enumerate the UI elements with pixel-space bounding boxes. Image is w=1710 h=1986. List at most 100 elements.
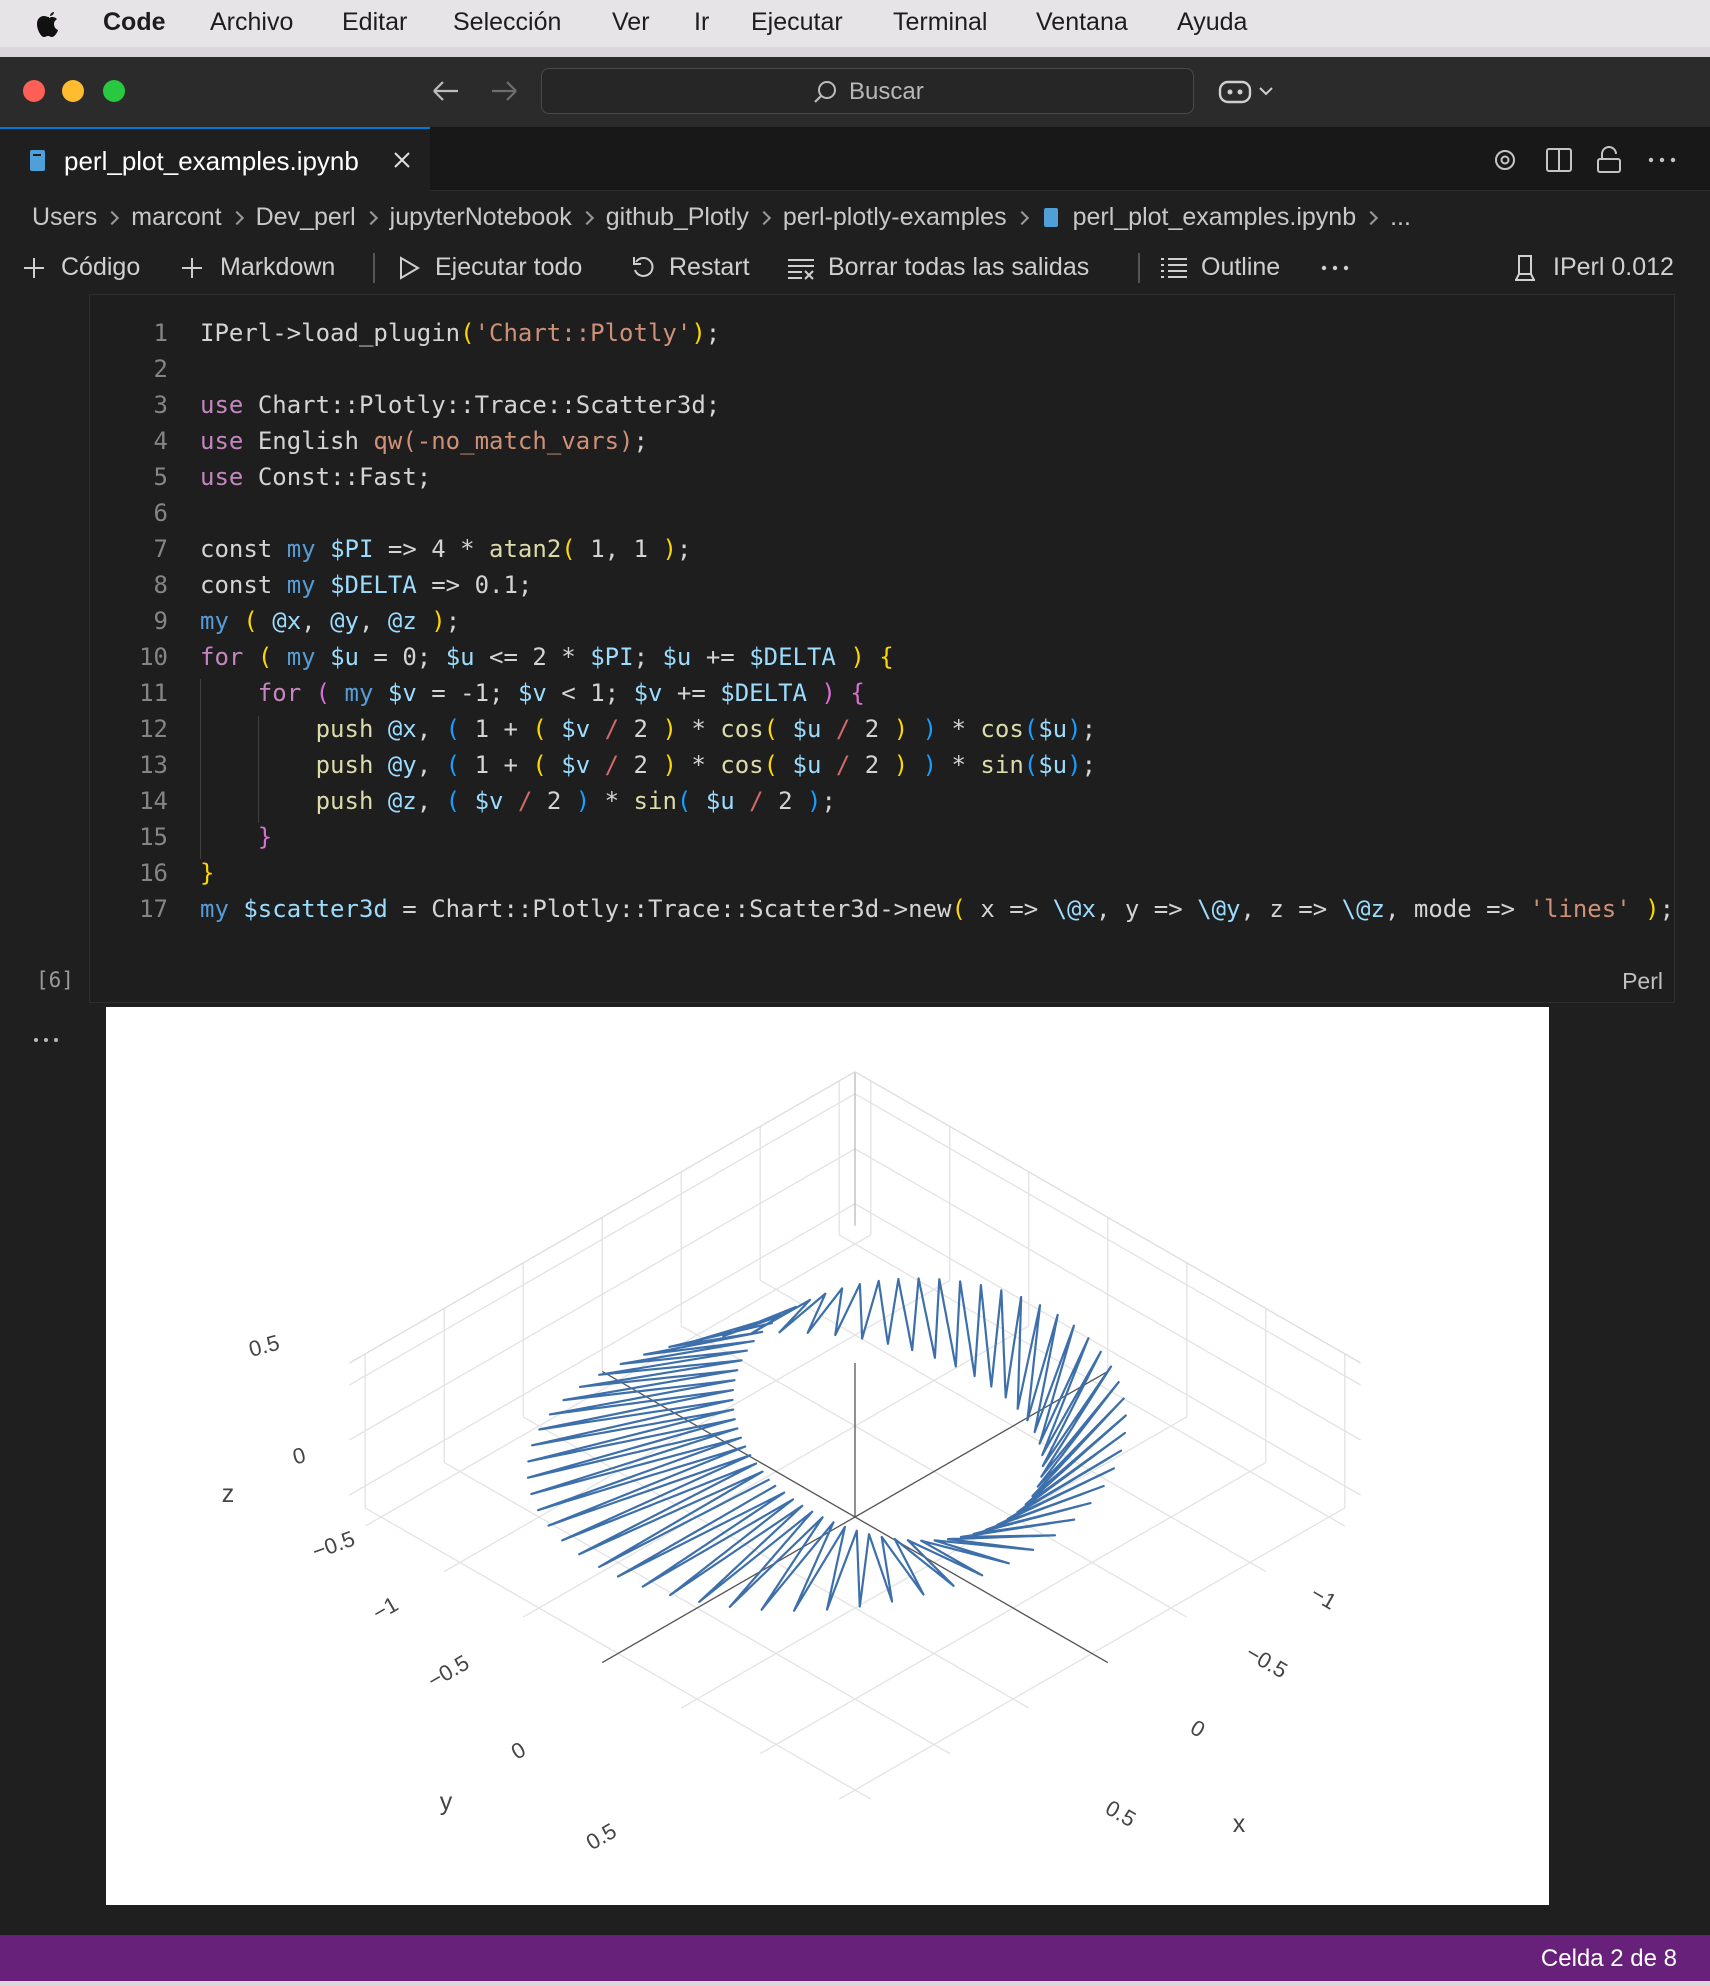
code-line: 9 my ( @x, @y, @z ); <box>0 603 1675 639</box>
z-axis-title: z <box>222 1480 235 1508</box>
notebook-icon <box>30 150 45 171</box>
breadcrumb[interactable]: Users <box>32 203 98 231</box>
x-tick-label: 0.5 <box>1101 1795 1140 1832</box>
line-number: 1 <box>153 319 168 347</box>
kernel-icon <box>1515 255 1535 281</box>
window-edge <box>0 1981 1710 1986</box>
breadcrumb[interactable]: jupyterNotebook <box>356 203 572 232</box>
breadcrumb[interactable]: ... <box>1356 203 1411 232</box>
breadcrumb[interactable]: marcont <box>97 203 221 232</box>
line-number: 4 <box>153 427 168 455</box>
line-number: 8 <box>153 571 168 599</box>
execution-count: [6] <box>36 968 74 992</box>
grid-line <box>349 1071 856 1364</box>
grid-line <box>854 1203 1361 1496</box>
x-tick-label: 0 <box>1186 1715 1209 1743</box>
menu-app[interactable]: Code <box>103 8 166 36</box>
breadcrumb[interactable]: perl_plot_examples.ipynb <box>1007 203 1356 232</box>
grid-line <box>854 1071 1361 1364</box>
more-icon[interactable] <box>1320 263 1352 273</box>
breadcrumbs: Users marcont Dev_perl jupyterNotebook githu… <box>32 203 1411 232</box>
plot-grid <box>349 1071 1361 1800</box>
add-code-button[interactable]: Código <box>61 253 141 281</box>
line-number: 7 <box>153 535 168 563</box>
copilot-icon[interactable] <box>1218 76 1280 106</box>
notebook-toolbar: Código Markdown Ejecutar todo Restart Bo… <box>0 243 1710 291</box>
apple-logo[interactable] <box>36 8 62 38</box>
code-line: 10 for ( my $u = 0; $u <= 2 * $PI; $u += … <box>0 639 1675 675</box>
code-line: 17 my $scatter3d = Chart::Plotly::Trace::… <box>0 891 1675 927</box>
line-number: 15 <box>139 823 168 851</box>
code-text: push @y, ( 1 + ( $v / 2 ) * cos( $u / 2 … <box>315 751 1097 779</box>
add-markdown-button[interactable]: Markdown <box>220 253 336 281</box>
close-button[interactable] <box>23 80 45 102</box>
clear-outputs-button[interactable]: Borrar todas las salidas <box>828 253 1090 281</box>
menu-item[interactable]: Archivo <box>210 8 294 36</box>
z-tick-label: 0.5 <box>246 1330 282 1362</box>
menu-item[interactable]: Ejecutar <box>751 8 843 36</box>
tab-close[interactable] <box>392 150 412 170</box>
y-tick-label: −0.5 <box>423 1650 473 1693</box>
desktop-strip <box>0 47 1710 57</box>
code-text: } <box>257 823 273 851</box>
menu-item[interactable]: Ventana <box>1036 8 1128 36</box>
menu-item[interactable]: Selección <box>453 8 562 36</box>
zoom-button[interactable] <box>103 80 125 102</box>
z-tick-label: −0.5 <box>309 1526 358 1564</box>
y-tick-label: 0 <box>507 1737 530 1765</box>
restart-button[interactable]: Restart <box>669 253 750 281</box>
code-line: 4 use English qw(-no_match_vars); <box>0 423 1675 459</box>
menu-item[interactable]: Editar <box>342 8 408 36</box>
code-line: 3 use Chart::Plotly::Trace::Scatter3d; <box>0 387 1675 423</box>
breadcrumb[interactable]: perl-plotly-examples <box>749 203 1007 232</box>
cell-language[interactable]: Perl <box>1622 968 1663 994</box>
code-line: 2 <box>0 351 1675 387</box>
menu-item[interactable]: Ir <box>694 8 710 36</box>
plus-icon <box>24 258 44 278</box>
breadcrumb[interactable]: github_Plotly <box>572 203 749 232</box>
search-box[interactable]: Buscar <box>541 68 1194 114</box>
line-number: 11 <box>139 679 168 707</box>
minimize-button[interactable] <box>62 80 84 102</box>
plus-icon <box>182 258 202 278</box>
grid-line <box>854 1093 1361 1386</box>
outline-button[interactable]: Outline <box>1201 253 1281 281</box>
menu-item[interactable]: Ayuda <box>1177 8 1248 36</box>
code-line: 8 const my $DELTA => 0.1; <box>0 567 1675 603</box>
line-number: 6 <box>153 499 168 527</box>
menu-item[interactable]: Terminal <box>893 8 988 36</box>
code-text: use English qw(-no_match_vars); <box>200 427 648 455</box>
line-number: 13 <box>139 751 168 779</box>
grid-line <box>854 1148 1361 1441</box>
editor-tab[interactable]: perl_plot_examples.ipynb <box>0 127 430 191</box>
code-line: 6 <box>0 495 1675 531</box>
breadcrumb[interactable]: Dev_perl <box>222 203 356 232</box>
editor-actions[interactable] <box>1490 144 1690 176</box>
nav-arrows[interactable] <box>430 78 520 104</box>
code-line: 12 push @x, ( 1 + ( $v / 2 ) * cos( $u /… <box>0 711 1675 747</box>
indent-guide <box>258 716 259 823</box>
cell-position[interactable]: Celda 2 de 8 <box>1540 1945 1677 1972</box>
code-text: my $scatter3d = Chart::Plotly::Trace::Sc… <box>200 895 1675 923</box>
code-text: IPerl->load_plugin('Chart::Plotly'); <box>200 319 721 347</box>
code-text: for ( my $u = 0; $u <= 2 * $PI; $u += $D… <box>200 643 894 671</box>
code-cell[interactable] <box>89 294 1675 1003</box>
line-number: 3 <box>153 391 168 419</box>
grid-line <box>349 1093 856 1386</box>
menu-item[interactable]: Ver <box>612 8 650 36</box>
line-number: 9 <box>153 607 168 635</box>
code-line: 5 use Const::Fast; <box>0 459 1675 495</box>
run-all-button[interactable]: Ejecutar todo <box>435 253 583 281</box>
outline-icon <box>1161 258 1187 278</box>
code-line: 11 for ( my $v = -1; $v < 1; $v += $DELT… <box>0 675 1675 711</box>
kernel-name[interactable]: IPerl 0.012 <box>1553 253 1674 281</box>
mobius-strip-line <box>526 1277 1127 1612</box>
y-axis-title: y <box>440 1788 453 1816</box>
search-placeholder: Buscar <box>849 78 924 105</box>
z-tick-label: 0 <box>290 1442 308 1469</box>
code-text: use Const::Fast; <box>200 463 432 491</box>
output-menu[interactable] <box>32 1036 62 1044</box>
plot-trace <box>526 1277 1127 1612</box>
